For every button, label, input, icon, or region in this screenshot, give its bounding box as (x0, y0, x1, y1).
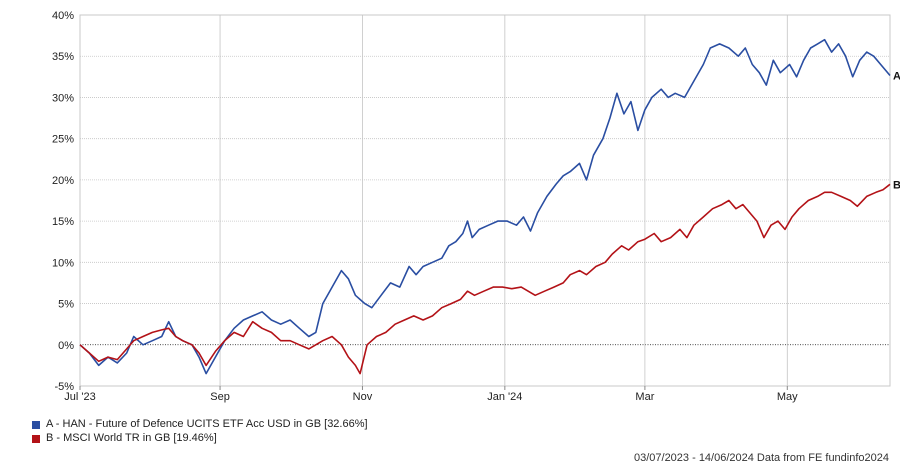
legend-item-a: A - HAN - Future of Defence UCITS ETF Ac… (32, 418, 368, 431)
series-end-labels: AB (893, 71, 900, 192)
y-tick-label: 25% (52, 134, 74, 146)
y-tick-label: 5% (58, 299, 74, 311)
data-source-footer: 03/07/2023 - 14/06/2024 Data from FE fun… (633, 452, 889, 464)
y-tick-label: 35% (52, 51, 74, 63)
grid (79, 14, 891, 387)
y-tick-label: 0% (58, 340, 74, 352)
legend-item-b: B - MSCI World TR in GB [19.46%] (32, 432, 368, 445)
y-tick-label: 30% (52, 92, 74, 104)
y-tick-label: 20% (52, 175, 74, 187)
legend-swatch-a (32, 420, 40, 429)
y-tick-label: -5% (54, 381, 74, 393)
legend-label-b: B - MSCI World TR in GB [19.46%] (46, 432, 217, 444)
x-tick-label: May (777, 391, 798, 403)
series-lines (79, 38, 891, 375)
x-tick-label: Jan '24 (487, 391, 522, 403)
y-axis: -5% 0% 5% 10% 15% 20% 25% 30% 35% 40% (52, 10, 74, 393)
legend-label-a: A - HAN - Future of Defence UCITS ETF Ac… (46, 418, 368, 430)
legend-swatch-b (32, 434, 40, 443)
x-tick-label: Jul '23 (64, 391, 95, 403)
x-axis: Jul '23 Sep Nov Jan '24 Mar May (64, 386, 798, 403)
performance-chart: -5% 0% 5% 10% 15% 20% 25% 30% 35% 40% Jul '23 Sep N… (52, 10, 900, 403)
series-line-a (79, 38, 891, 375)
series-line-b (79, 183, 891, 375)
series-end-label-b: B (893, 179, 900, 191)
plot-frame (79, 14, 891, 387)
y-tick-label: 15% (52, 216, 74, 228)
y-tick-label: 40% (52, 10, 74, 22)
legend: A - HAN - Future of Defence UCITS ETF Ac… (32, 418, 368, 446)
y-tick-label: 10% (52, 257, 74, 269)
x-tick-label: Nov (353, 391, 373, 403)
x-tick-label: Sep (210, 391, 230, 403)
x-tick-label: Mar (635, 391, 654, 403)
series-end-label-a: A (893, 71, 900, 83)
